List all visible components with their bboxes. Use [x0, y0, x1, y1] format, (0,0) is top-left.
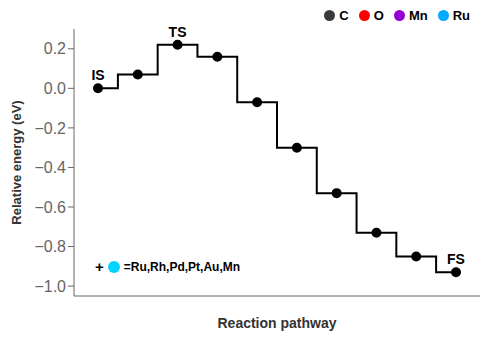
html-text:Mn: Mn [408, 8, 428, 23]
svg-text:−0.2: −0.2 [34, 120, 66, 137]
html-text:=Ru,Rh,Pd,Pt,Au,Mn: =Ru,Rh,Pd,Pt,Au,Mn [123, 259, 241, 274]
html-text:Ru: Ru [452, 8, 470, 23]
svg-text:−1.0: −1.0 [34, 278, 66, 295]
svg-text:−0.4: −0.4 [34, 159, 66, 176]
svg-text:0.2: 0.2 [44, 40, 66, 57]
svg-text:TS: TS [169, 24, 187, 40]
html-text:O: O [373, 8, 384, 23]
svg-text:FS: FS [447, 251, 465, 267]
svg-text:−0.8: −0.8 [34, 238, 66, 255]
svg-text:IS: IS [91, 67, 104, 83]
svg-text:Reaction pathway: Reaction pathway [217, 315, 336, 331]
svg-text:0.0: 0.0 [44, 80, 66, 97]
svg-text:−0.6: −0.6 [34, 199, 66, 216]
svg-text:Relative energy (eV): Relative energy (eV) [9, 100, 24, 224]
html-text:C: C [339, 8, 349, 23]
